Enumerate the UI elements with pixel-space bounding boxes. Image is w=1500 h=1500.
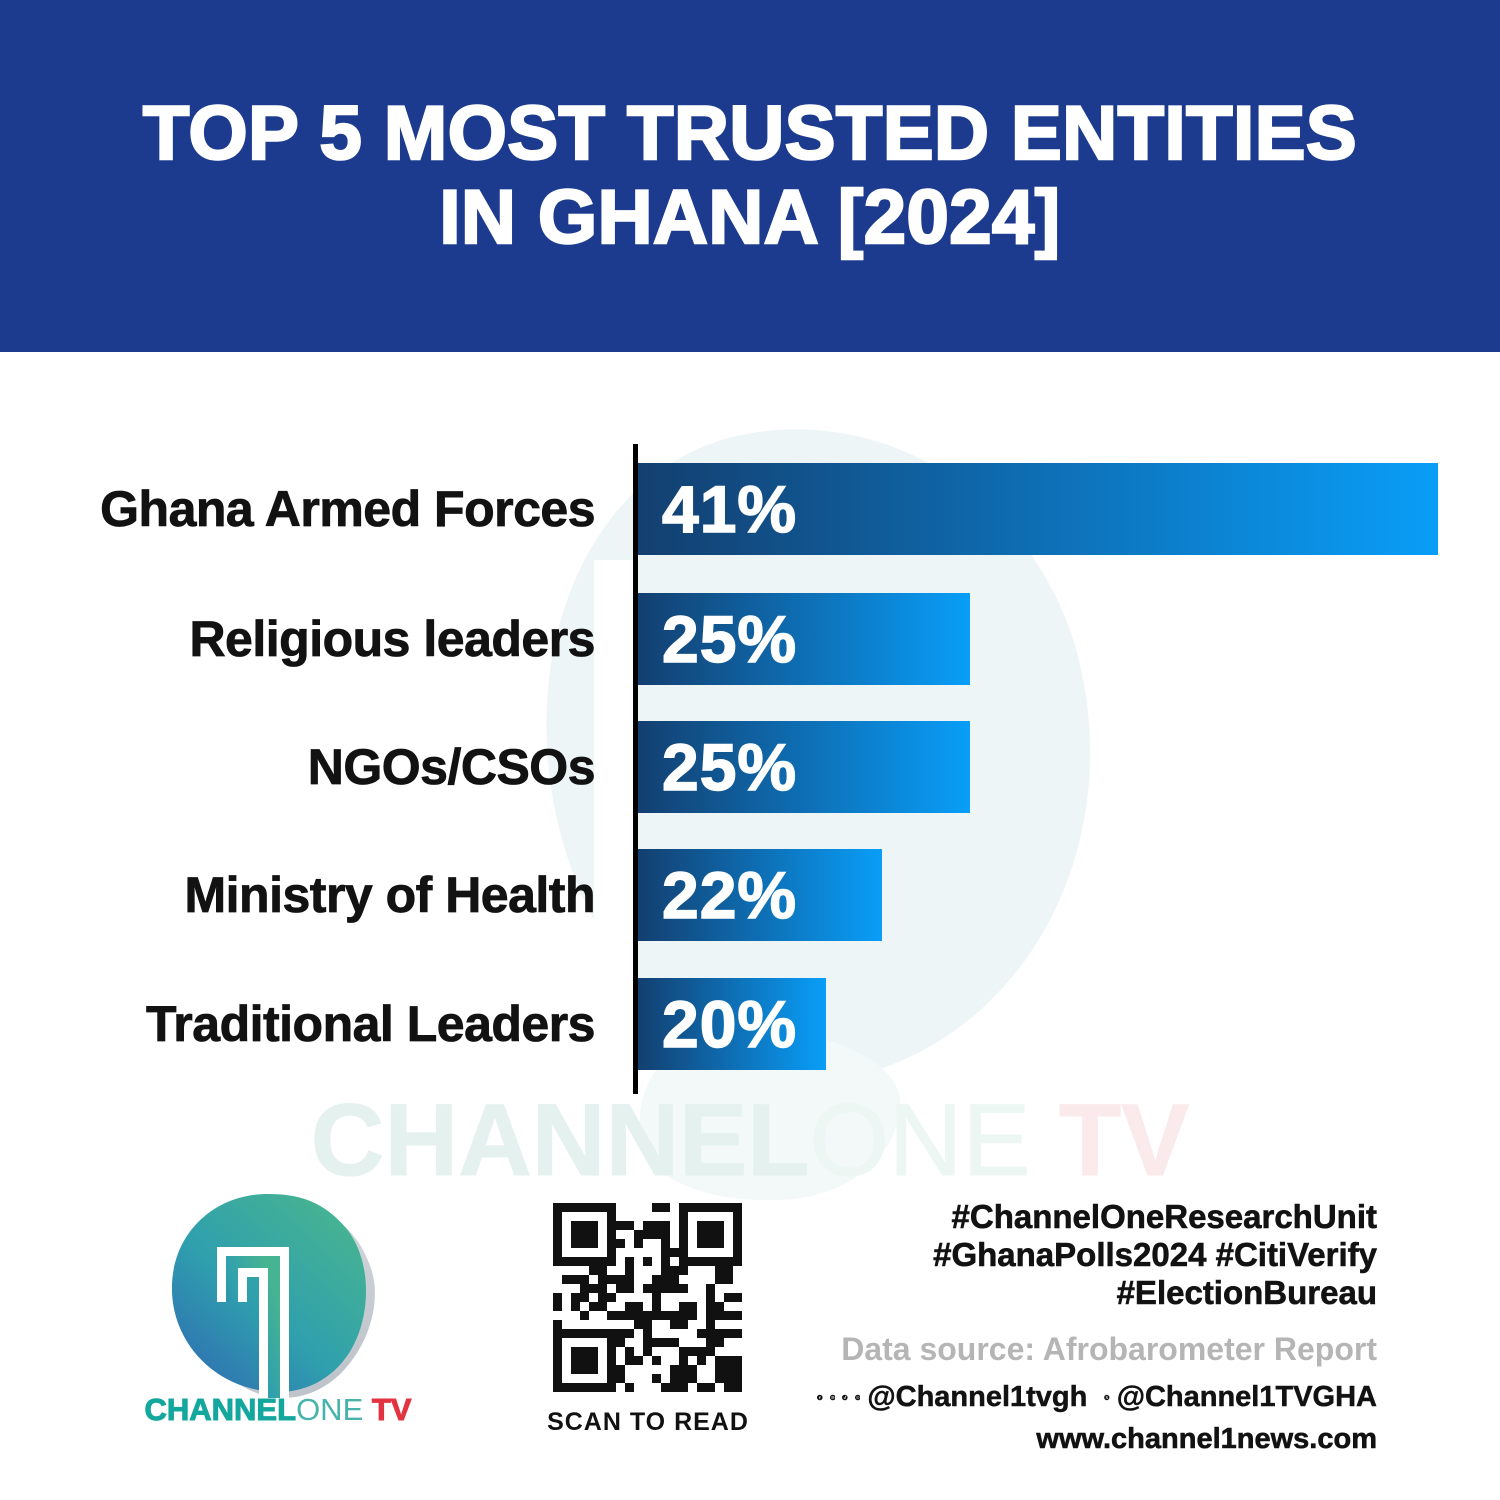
page-title: TOP 5 MOST TRUSTED ENTITIES IN GHANA [20… <box>103 90 1397 261</box>
logo-numeral-core <box>226 1256 280 1398</box>
header-banner: TOP 5 MOST TRUSTED ENTITIES IN GHANA [20… <box>0 0 1500 352</box>
title-line-2: IN GHANA [2024] <box>438 174 1061 261</box>
hashtag-line-2: #GhanaPolls2024 #CitiVerify <box>933 1236 1377 1274</box>
facebook-icon <box>816 1394 823 1401</box>
footer-right-block: #ChannelOneResearchUnit #GhanaPolls2024 … <box>816 1198 1377 1456</box>
bar-value-label: 41% <box>661 471 798 547</box>
bar: 22% <box>638 849 882 941</box>
wordmark-one: ONE <box>296 1392 364 1427</box>
social-handle-x: @Channel1TVGHA <box>1116 1381 1377 1414</box>
wordmark-channel: CHANNEL <box>144 1392 297 1428</box>
social-row: @Channel1tvgh @Channel1TVGHA <box>816 1379 1377 1416</box>
website-url: www.channel1news.com <box>1036 1423 1377 1456</box>
qr-label: SCAN TO READ <box>547 1408 749 1436</box>
bar: 25% <box>638 721 970 813</box>
hashtag-line-1: #ChannelOneResearchUnit <box>951 1198 1377 1236</box>
chart-axis-line <box>633 444 638 1094</box>
youtube-icon <box>854 1394 861 1401</box>
category-label: NGOs/CSOs <box>307 739 596 796</box>
title-line-1: TOP 5 MOST TRUSTED ENTITIES <box>142 90 1358 177</box>
qr-code <box>553 1203 742 1392</box>
tiktok-icon <box>842 1394 848 1401</box>
watermark-channel: CHANNEL <box>310 1083 810 1198</box>
watermark-channelone-tv: CHANNELONE TV <box>0 1082 1500 1199</box>
instagram-icon <box>829 1394 836 1401</box>
bar: 41% <box>638 463 1438 555</box>
hashtag-line-3: #ElectionBureau <box>1116 1274 1377 1312</box>
bar: 20% <box>638 978 826 1070</box>
data-source-text: Data source: Afrobarometer Report <box>841 1331 1377 1367</box>
watermark-tv: TV <box>1030 1083 1190 1198</box>
bar-value-label: 25% <box>661 601 798 677</box>
bar: 25% <box>638 593 970 685</box>
category-label: Ministry of Health <box>184 867 596 924</box>
channel-one-logo-icon <box>162 1190 387 1400</box>
category-label: Traditional Leaders <box>146 996 596 1053</box>
watermark-one-stem <box>594 560 636 1060</box>
category-label: Religious leaders <box>189 611 596 668</box>
bar-value-label: 22% <box>661 857 798 933</box>
social-handle-main: @Channel1tvgh <box>867 1381 1088 1414</box>
category-label: Ghana Armed Forces <box>100 481 596 538</box>
bar-value-label: 20% <box>661 986 798 1062</box>
x-icon <box>1104 1394 1110 1401</box>
watermark-one: ONE <box>809 1083 1031 1198</box>
bar-value-label: 25% <box>661 729 798 805</box>
channel-one-wordmark: CHANNELONE TV <box>128 1392 428 1428</box>
wordmark-tv: TV <box>363 1392 412 1428</box>
